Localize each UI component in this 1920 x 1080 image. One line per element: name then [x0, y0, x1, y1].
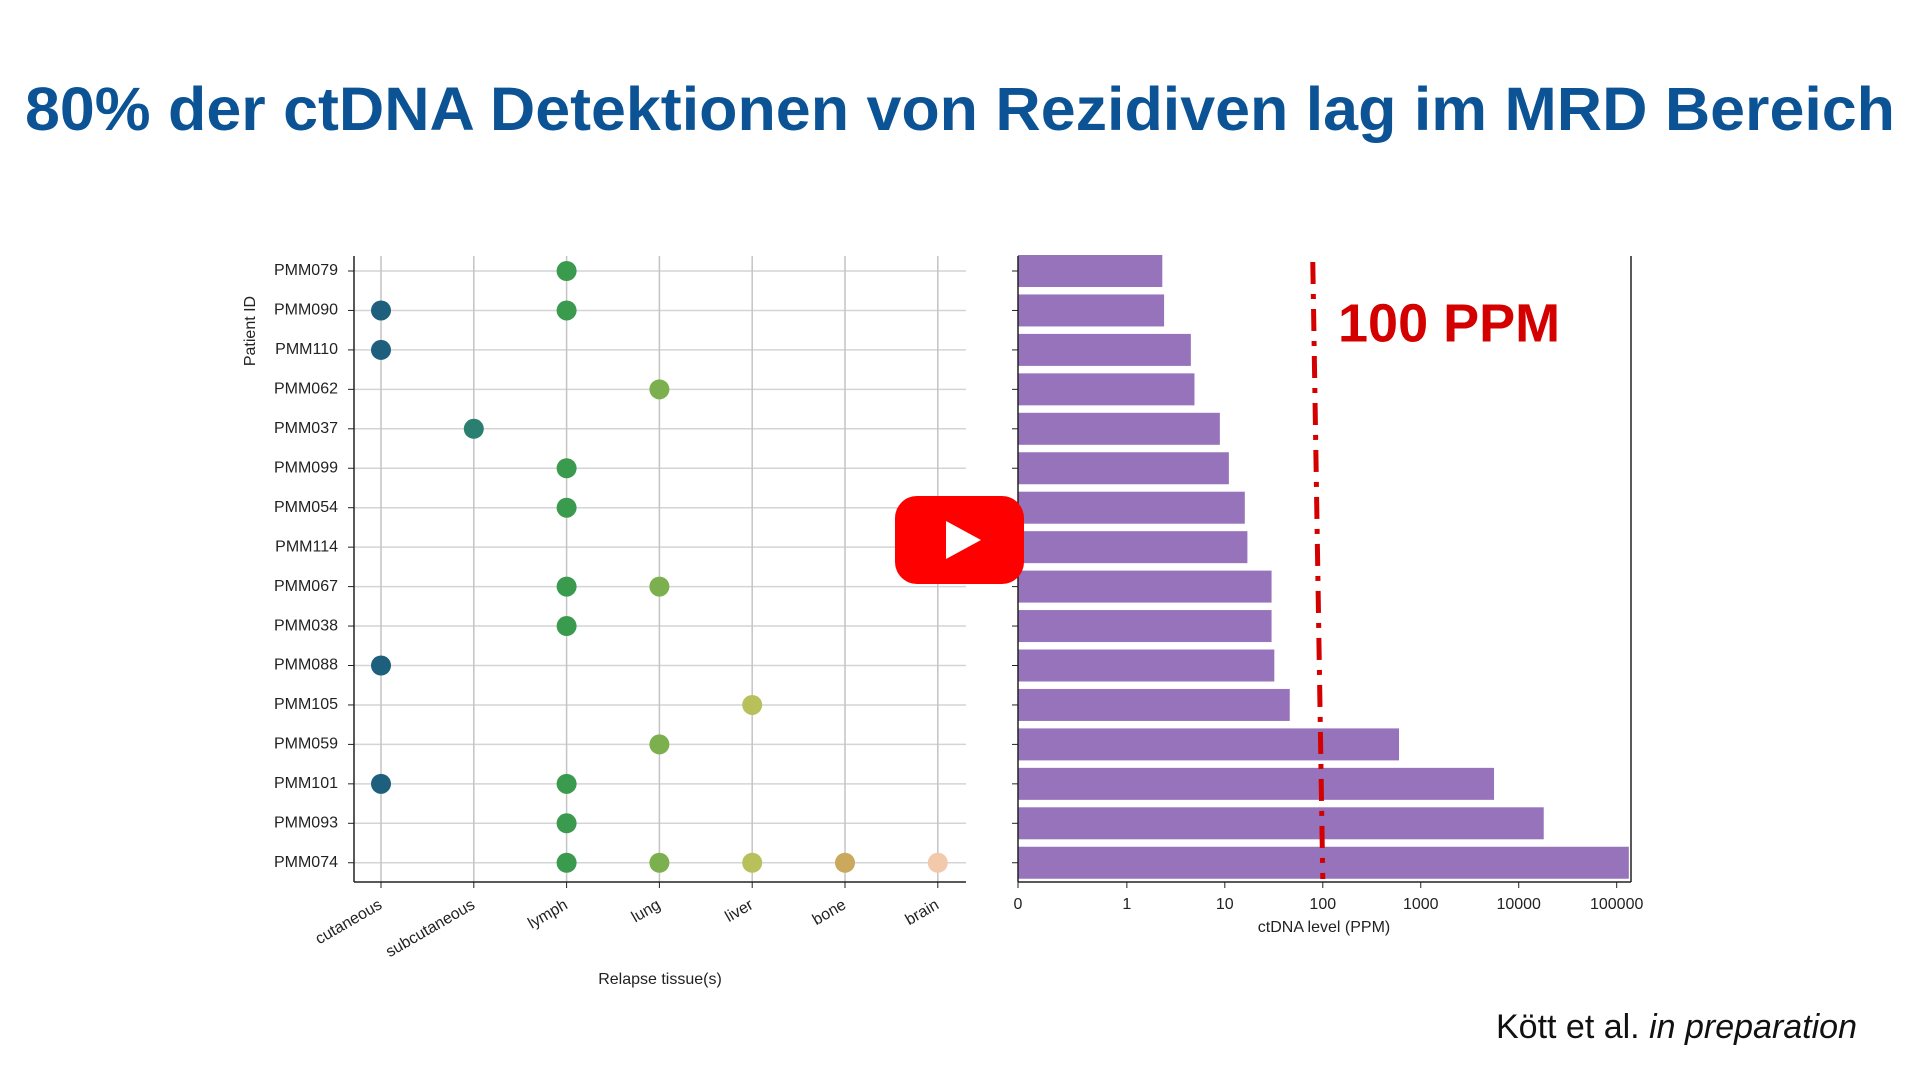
x-tick-label: brain: [903, 896, 942, 929]
y-tick-label: PMM074: [274, 854, 338, 871]
bar: [1018, 373, 1195, 406]
x-tick-label: 1: [1122, 896, 1131, 913]
citation: Kött et al. in preparation: [1496, 1008, 1857, 1046]
x-tick-label: 1000: [1403, 896, 1439, 913]
y-tick-label: PMM114: [275, 538, 338, 555]
dot: [556, 852, 577, 873]
bar: [1018, 452, 1229, 485]
y-tick-label: PMM101: [274, 775, 338, 792]
bar: [1018, 294, 1165, 327]
bar: [1018, 649, 1275, 682]
x-tick-label: lung: [629, 896, 664, 926]
dot: [556, 458, 577, 479]
dot: [927, 852, 948, 873]
x-tick-label: bone: [810, 896, 849, 929]
play-button-icon: [946, 521, 981, 559]
y-axis-label: Patient ID: [242, 296, 259, 366]
dot: [371, 339, 391, 360]
bar: [1018, 412, 1220, 445]
dot: [556, 497, 577, 518]
x-tick-label: 100000: [1590, 896, 1643, 913]
x-tick-label: liver: [722, 896, 756, 926]
dot: [371, 300, 391, 321]
y-tick-label: PMM067: [274, 578, 338, 595]
reference-label: 100 PPM: [1338, 293, 1560, 353]
dot: [742, 694, 763, 715]
dot: [556, 773, 577, 794]
y-tick-label: PMM059: [274, 736, 338, 753]
bar: [1018, 570, 1272, 603]
bar: [1018, 333, 1191, 366]
y-tick-label: PMM054: [274, 499, 338, 516]
dot: [742, 852, 763, 873]
bar: [1018, 610, 1272, 643]
x-tick-label: lymph: [525, 896, 570, 932]
x-tick-label: 10000: [1496, 896, 1541, 913]
x-tick-label: 100: [1309, 896, 1336, 913]
bar: [1018, 767, 1495, 800]
y-tick-label: PMM062: [274, 381, 338, 398]
slide-title: 80% der ctDNA Detektionen von Rezidiven …: [25, 75, 1895, 143]
bar: [1018, 688, 1290, 721]
dot: [649, 734, 670, 755]
y-tick-label: PMM079: [274, 262, 338, 279]
dot: [371, 773, 391, 794]
y-tick-label: PMM105: [274, 696, 338, 713]
x-tick-label: 0: [1014, 896, 1023, 913]
dot: [649, 852, 670, 873]
dot: [649, 379, 670, 400]
y-tick-label: PMM090: [274, 302, 338, 319]
x-axis-label: ctDNA level (PPM): [1258, 919, 1390, 936]
bar: [1018, 728, 1400, 761]
dot: [463, 418, 484, 439]
citation-note: in preparation: [1649, 1008, 1857, 1046]
dot: [556, 616, 577, 637]
dot: [556, 261, 577, 281]
dot: [649, 576, 670, 597]
play-button[interactable]: [895, 496, 1024, 584]
bar: [1018, 491, 1245, 524]
dot: [835, 852, 855, 873]
bar: [1018, 531, 1248, 564]
dot: [556, 300, 577, 321]
x-tick-label: subcutaneous: [383, 896, 478, 961]
x-tick-label: cutaneous: [313, 896, 385, 948]
bar: [1018, 807, 1544, 840]
reference-line: [1310, 261, 1326, 880]
x-tick-label: 10: [1216, 896, 1234, 913]
citation-authors: Kött et al.: [1496, 1008, 1640, 1046]
y-tick-label: PMM038: [274, 617, 338, 634]
x-axis-label: Relapse tissue(s): [598, 971, 722, 988]
dot: [556, 576, 577, 597]
dot: [371, 655, 391, 676]
y-tick-label: PMM088: [274, 657, 338, 674]
bar: [1018, 255, 1163, 287]
dot: [556, 813, 577, 834]
y-tick-label: PMM099: [274, 459, 338, 476]
y-tick-label: PMM110: [275, 341, 338, 358]
y-tick-label: PMM037: [274, 420, 338, 437]
y-tick-label: PMM093: [274, 815, 338, 832]
